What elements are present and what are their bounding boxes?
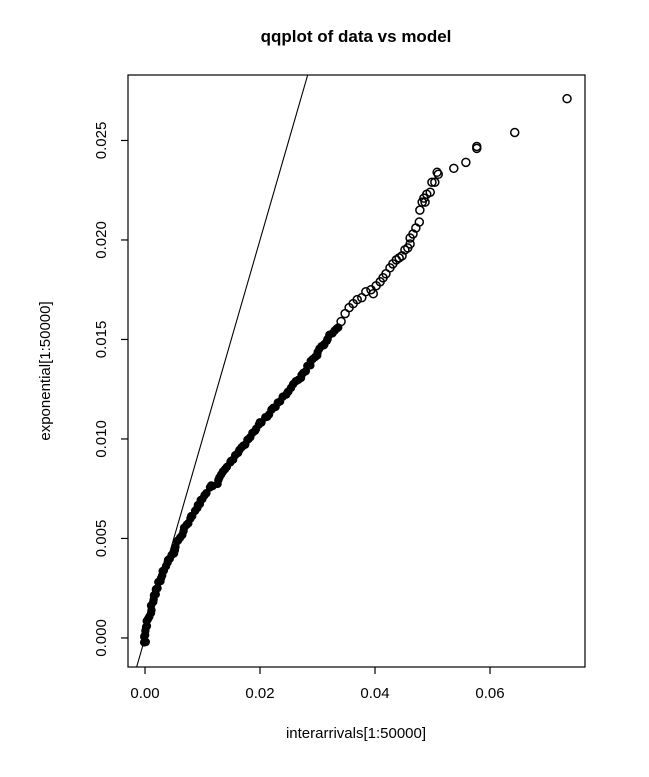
data-point-open <box>427 177 437 188</box>
data-point-open <box>415 205 425 215</box>
y-axis-tick-label: 0.000 <box>93 619 110 657</box>
data-point-open <box>368 288 379 299</box>
plot-box <box>127 74 586 668</box>
chart-title: qqplot of data vs model <box>261 27 452 46</box>
x-axis-tick-label: 0.02 <box>245 685 274 702</box>
data-point-open <box>352 294 362 305</box>
data-point-dense <box>153 583 162 593</box>
data-point-open <box>336 316 346 327</box>
y-axis-tick-label: 0.010 <box>93 420 110 458</box>
data-point-open <box>405 239 415 249</box>
data-marks <box>139 93 572 647</box>
data-point-open <box>472 141 482 152</box>
y-axis-tick-label: 0.020 <box>93 221 110 259</box>
x-axis-label: interarrivals[1:50000] <box>286 725 426 742</box>
data-point-open <box>433 169 444 180</box>
data-point-open <box>425 187 435 197</box>
data-point-open <box>509 127 520 138</box>
y-axis-label: exponential[1:50000] <box>37 301 54 440</box>
x-axis-tick-label: 0.00 <box>130 685 159 702</box>
data-point-open <box>449 163 459 174</box>
y-axis-tick-label: 0.015 <box>93 321 110 359</box>
data-point-open <box>461 157 471 168</box>
data-point-open <box>430 177 440 188</box>
y-axis-tick-label: 0.025 <box>93 122 110 160</box>
data-point-open <box>562 93 572 104</box>
data-point-open <box>414 217 425 227</box>
y-axis-tick-label: 0.005 <box>93 520 110 558</box>
axes: 0.00 0.02 0.04 0.06 0.000 0.005 0.010 0.015 0.02… <box>93 74 586 702</box>
x-axis-tick-label: 0.06 <box>475 685 504 702</box>
x-axis-tick-label: 0.04 <box>360 685 389 702</box>
